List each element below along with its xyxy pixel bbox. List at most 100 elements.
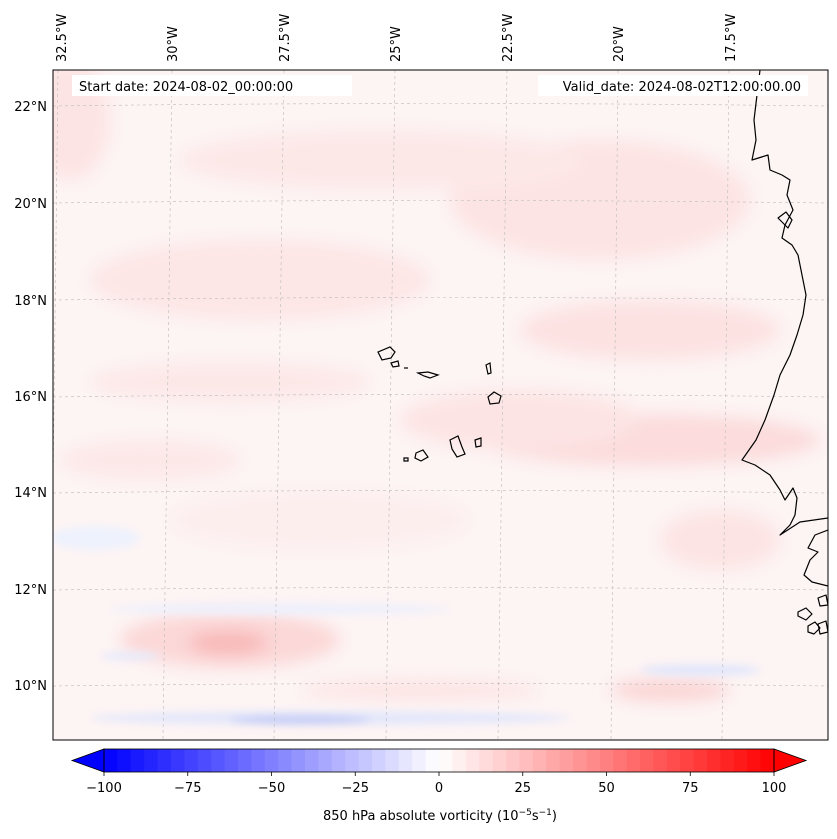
colorbar-tick-label: −100 xyxy=(86,781,122,796)
colorbar-extend-max xyxy=(773,748,808,773)
colorbar-segment xyxy=(197,749,212,772)
colorbar-segment xyxy=(465,749,480,772)
colorbar-ticks: −100 −75 −50 −25 0 25 50 75 100 xyxy=(86,772,786,796)
sao-vicente xyxy=(390,360,400,368)
colorbar-segment xyxy=(238,749,252,772)
colorbar-segment xyxy=(479,749,493,772)
valid-date-box xyxy=(538,75,808,96)
start-date-text: Start date: 2024-08-02_00:00:00 xyxy=(79,80,293,95)
colorbar-segment xyxy=(398,749,413,772)
vorticity-field xyxy=(53,70,820,702)
colorbar-tick-label: 0 xyxy=(435,781,443,796)
colorbar-segment xyxy=(372,749,386,772)
colorbar-segment xyxy=(573,749,587,772)
fogo xyxy=(414,449,429,462)
lon-label: 17.5°W xyxy=(724,14,739,62)
colorbar-segment xyxy=(559,749,574,772)
colorbar-segment xyxy=(506,749,520,772)
colorbar-segment xyxy=(626,749,641,772)
santo-antao xyxy=(377,346,396,361)
colorbar-tick-label: −25 xyxy=(342,781,369,796)
colorbar-segment xyxy=(519,749,534,772)
negative-vorticity-bands xyxy=(53,526,760,725)
colorbar-tick-label: −50 xyxy=(258,781,285,796)
colorbar-segment xyxy=(720,749,735,772)
lon-label: 22.5°W xyxy=(501,14,516,62)
colorbar-segment xyxy=(733,749,748,772)
colorbar-segment xyxy=(331,749,346,772)
colorbar-segment xyxy=(157,749,172,772)
sal xyxy=(485,362,492,375)
colorbar-segment xyxy=(693,749,708,772)
colorbar-segment xyxy=(251,749,266,772)
colorbar-segment xyxy=(318,749,333,772)
colorbar-segment xyxy=(653,749,668,772)
lon-label: 20°W xyxy=(612,26,627,62)
valid-date-text: Valid_date: 2024-08-02T12:00:00.00 xyxy=(563,80,801,95)
colorbar-segment xyxy=(613,749,627,772)
colorbar-segment xyxy=(532,749,547,772)
colorbar-segment xyxy=(104,749,118,772)
lon-label: 27.5°W xyxy=(278,14,293,62)
colorbar-segment xyxy=(452,749,467,772)
colorbar-tick-label: 100 xyxy=(762,781,787,796)
colorbar-segment xyxy=(117,749,132,772)
colorbar-segment xyxy=(680,749,694,772)
colorbar-segment xyxy=(211,749,225,772)
dakar-peninsula xyxy=(777,211,793,229)
colorbar-segment xyxy=(171,749,185,772)
lon-label: 25°W xyxy=(389,26,404,62)
coast-islands-south xyxy=(797,594,828,635)
colorbar-extend-min xyxy=(70,748,105,773)
colorbar-segment xyxy=(599,749,614,772)
colorbar-segment xyxy=(412,749,426,772)
sao-nicolau xyxy=(415,371,440,379)
colorbar-segment xyxy=(586,749,601,772)
map-frame xyxy=(52,69,829,741)
boa-vista xyxy=(487,391,502,405)
colorbar-tick-label: −75 xyxy=(174,781,201,796)
start-date-box xyxy=(72,75,352,96)
colorbar-segment xyxy=(130,749,145,772)
brava xyxy=(403,457,409,462)
cape-verde-islands xyxy=(377,346,502,462)
guinea-bissau-coast xyxy=(803,529,828,587)
colorbar-segment xyxy=(291,749,306,772)
colorbar-segment xyxy=(184,749,199,772)
maio xyxy=(474,437,482,448)
colorbar-tick-label: 75 xyxy=(682,781,699,796)
colorbar-segment xyxy=(492,749,507,772)
colorbar-segment xyxy=(305,749,319,772)
lat-label: 14°N xyxy=(14,486,47,501)
colorbar-tick-label: 25 xyxy=(514,781,531,796)
gridlines xyxy=(53,70,828,740)
colorbar-segment xyxy=(358,749,373,772)
latitude-labels: 22°N 20°N 18°N 16°N 14°N 12°N 10°N xyxy=(14,100,47,694)
colorbar-segment xyxy=(144,749,158,772)
colorbar-segment xyxy=(345,749,359,772)
colorbar-segment xyxy=(546,749,560,772)
colorbar-segment xyxy=(385,749,400,772)
lat-label: 18°N xyxy=(14,294,47,309)
colorbar-label: 850 hPa absolute vorticity (10−5s−1) xyxy=(323,808,557,824)
colorbar-segment xyxy=(278,749,292,772)
africa-coastline xyxy=(741,70,828,536)
vorticity-map xyxy=(53,70,828,740)
colorbar-segment xyxy=(439,749,453,772)
lat-label: 12°N xyxy=(14,583,47,598)
santiago xyxy=(449,435,466,458)
lon-label: 30°W xyxy=(166,26,181,62)
colorbar-segment xyxy=(666,749,681,772)
lat-label: 20°N xyxy=(14,197,47,212)
lat-label: 22°N xyxy=(14,100,47,115)
colorbar-segment xyxy=(760,749,775,772)
colorbar-segments xyxy=(104,749,775,772)
lat-label: 10°N xyxy=(14,679,47,694)
lon-label: 32.5°W xyxy=(55,14,70,62)
colorbar-segment xyxy=(640,749,654,772)
colorbar-segment xyxy=(224,749,239,772)
lat-label: 16°N xyxy=(14,390,47,405)
colorbar-tick-label: 50 xyxy=(598,781,615,796)
coastline xyxy=(741,70,828,635)
